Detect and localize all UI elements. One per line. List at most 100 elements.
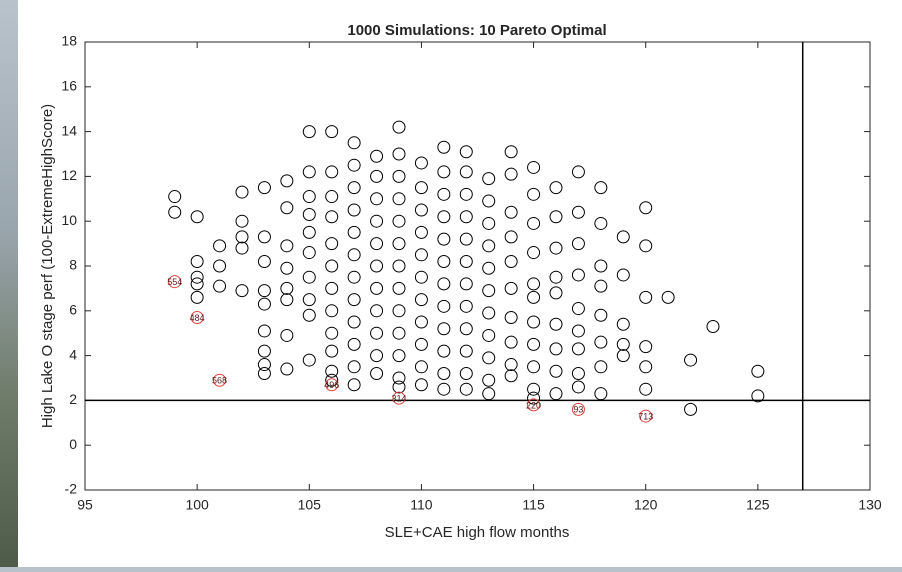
- point: [325, 210, 339, 224]
- point: [504, 335, 518, 349]
- point: [482, 306, 496, 320]
- point: [459, 277, 473, 291]
- point: [370, 149, 384, 163]
- y-tick-label: 10: [61, 212, 77, 228]
- point: [213, 239, 227, 253]
- point: [639, 239, 653, 253]
- point: [414, 248, 428, 262]
- point: [684, 353, 698, 367]
- point: [459, 210, 473, 224]
- point: [504, 369, 518, 383]
- point: [504, 255, 518, 269]
- point: [616, 317, 630, 331]
- point: [437, 187, 451, 201]
- point: [459, 322, 473, 336]
- point: [571, 380, 585, 394]
- point: [527, 290, 541, 304]
- point: [280, 328, 294, 342]
- point: [235, 214, 249, 228]
- point: [661, 290, 675, 304]
- point: [571, 205, 585, 219]
- point: [571, 237, 585, 251]
- y-tick-label: 4: [69, 346, 77, 362]
- point: [280, 261, 294, 275]
- point: [392, 237, 406, 251]
- y-tick-label: 0: [69, 436, 77, 452]
- point: [437, 255, 451, 269]
- point: [482, 351, 496, 365]
- point: [751, 389, 765, 403]
- point: [571, 302, 585, 316]
- point: [594, 279, 608, 293]
- point: [482, 387, 496, 401]
- point: [527, 216, 541, 230]
- y-tick-label: -2: [65, 481, 78, 497]
- y-axis-label: High Lake O stage perf (100-ExtremeHighS…: [39, 104, 56, 428]
- y-tick-label: 12: [61, 167, 77, 183]
- point: [392, 214, 406, 228]
- point: [280, 293, 294, 307]
- point: [392, 371, 406, 385]
- point: [594, 387, 608, 401]
- point: [482, 216, 496, 230]
- point: [504, 311, 518, 325]
- point: [527, 160, 541, 174]
- point: [325, 259, 339, 273]
- point: [414, 270, 428, 284]
- y-tick-label: 8: [69, 257, 77, 273]
- point: [504, 358, 518, 372]
- point: [302, 293, 316, 307]
- x-tick-label: 100: [185, 497, 209, 513]
- point: [437, 210, 451, 224]
- point: [325, 373, 339, 387]
- point: [459, 367, 473, 381]
- point: [527, 398, 541, 412]
- point: [482, 261, 496, 275]
- point: [325, 326, 339, 340]
- point: [370, 367, 384, 381]
- point: [639, 409, 653, 423]
- point: [280, 362, 294, 376]
- point: [527, 391, 541, 405]
- point: [437, 344, 451, 358]
- x-tick-label: 110: [410, 497, 433, 513]
- point: [549, 286, 563, 300]
- point: [325, 364, 339, 378]
- point: [302, 207, 316, 221]
- point-label: 314: [391, 394, 406, 404]
- x-axis-label: SLE+CAE high flow months: [385, 524, 570, 541]
- point: [347, 270, 361, 284]
- point: [594, 181, 608, 195]
- point: [392, 380, 406, 394]
- point: [549, 387, 563, 401]
- point: [370, 349, 384, 363]
- point: [347, 158, 361, 172]
- point: [370, 214, 384, 228]
- point-label: 484: [190, 313, 205, 323]
- point: [392, 349, 406, 363]
- point: [347, 181, 361, 195]
- point: [527, 337, 541, 351]
- point: [414, 156, 428, 170]
- point: [280, 281, 294, 295]
- plot-area: [84, 41, 871, 491]
- point: [347, 293, 361, 307]
- point: [347, 360, 361, 374]
- point: [257, 344, 271, 358]
- point: [347, 248, 361, 262]
- point: [594, 308, 608, 322]
- point: [190, 277, 204, 291]
- point: [302, 246, 316, 260]
- point: [459, 255, 473, 269]
- point: [213, 259, 227, 273]
- point: [459, 187, 473, 201]
- point: [235, 284, 249, 298]
- point: [549, 342, 563, 356]
- point: [190, 255, 204, 269]
- point: [639, 290, 653, 304]
- point: [370, 237, 384, 251]
- point: [549, 210, 563, 224]
- point: [571, 324, 585, 338]
- point: [302, 125, 316, 139]
